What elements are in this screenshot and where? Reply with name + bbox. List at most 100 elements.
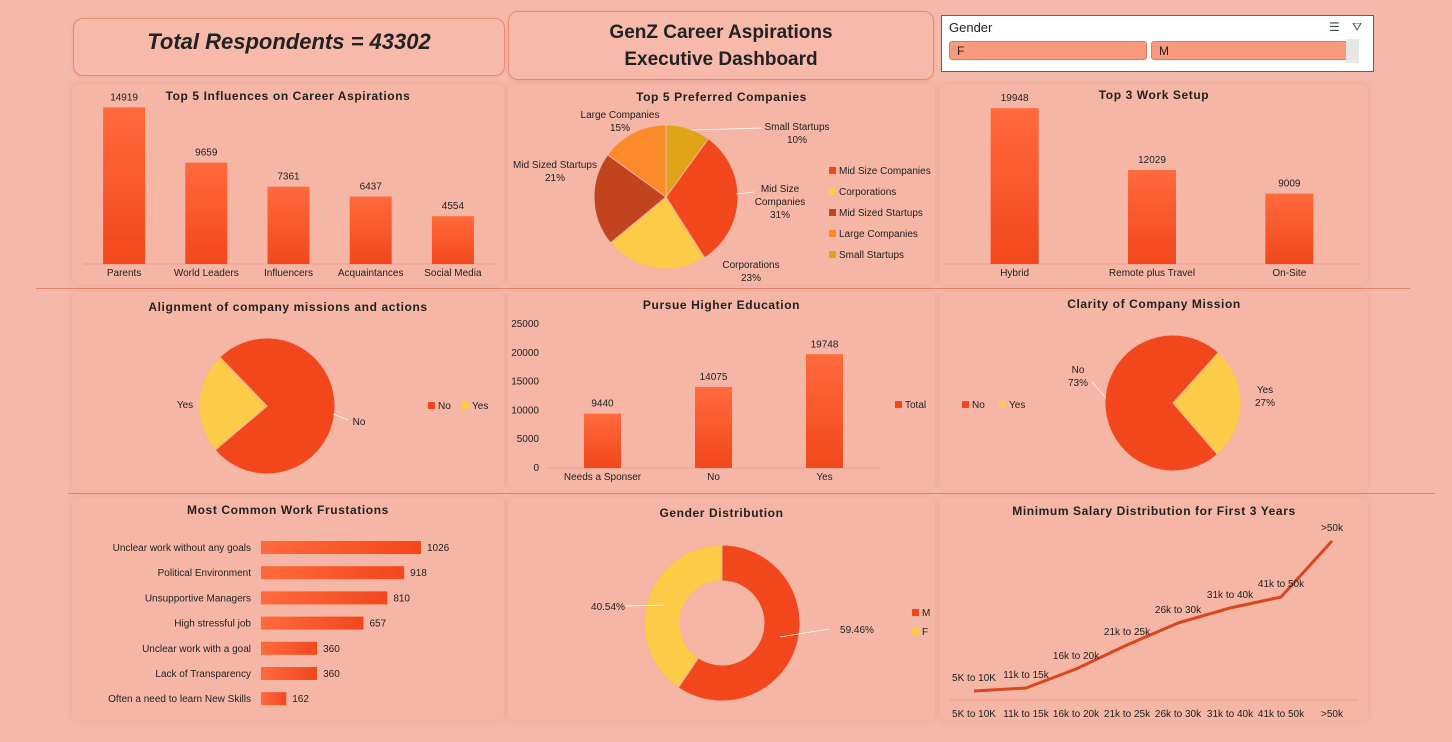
bar-political-environment bbox=[261, 566, 404, 579]
category-label: Yes bbox=[816, 472, 832, 483]
x-tick-label: 5K to 10K bbox=[952, 709, 996, 720]
legend-entry: Yes bbox=[472, 401, 488, 412]
category-label: Unclear work without any goals bbox=[113, 543, 251, 554]
data-label: No bbox=[353, 417, 366, 428]
data-label: >50k bbox=[1321, 523, 1344, 534]
bar-hybrid bbox=[991, 108, 1039, 264]
leader-line bbox=[692, 128, 762, 130]
total-respondents-box: Total Respondents = 43302 bbox=[73, 18, 505, 76]
legend-swatch bbox=[895, 401, 902, 408]
separator-line bbox=[36, 288, 1410, 289]
worksetup-chart: 19948Hybrid12029Remote plus Travel9009On… bbox=[940, 84, 1368, 284]
companies-chart: Mid SizeCompanies31%Corporations23%Mid S… bbox=[508, 84, 935, 284]
bar-on-site bbox=[1265, 194, 1313, 264]
x-tick-label: 31k to 40k bbox=[1207, 709, 1254, 720]
legend-swatch bbox=[829, 188, 836, 195]
slicer-option-m[interactable]: M bbox=[1151, 41, 1349, 60]
legend-entry: Mid Size Companies bbox=[839, 166, 931, 177]
data-label: 15% bbox=[610, 123, 630, 134]
legend-swatch bbox=[428, 402, 435, 409]
bar-yes bbox=[806, 354, 843, 468]
gender-slicer[interactable]: Gender ☰ ⛛ F M bbox=[941, 15, 1374, 72]
salary-panel: Minimum Salary Distribution for First 3 … bbox=[940, 497, 1368, 721]
data-label: 19948 bbox=[1001, 93, 1029, 104]
legend-entry: No bbox=[972, 400, 985, 411]
clear-filter-icon[interactable]: ⛛ bbox=[1352, 20, 1362, 35]
legend-swatch bbox=[462, 402, 469, 409]
data-label: 7361 bbox=[277, 172, 300, 183]
salary-chart: 5K to 10K 5K to 10K 11k to 15k 11k to 15k 16… bbox=[940, 497, 1368, 721]
bar-world-leaders bbox=[185, 163, 227, 264]
bar-high-stressful-job bbox=[261, 617, 363, 630]
data-label: 1026 bbox=[427, 543, 450, 554]
data-label: 9440 bbox=[591, 399, 614, 410]
legend-entry: No bbox=[438, 401, 451, 412]
bar-remote-plus-travel bbox=[1128, 170, 1176, 264]
bar-unclear-work-without-any-goals bbox=[261, 541, 421, 554]
legend-entry: Mid Sized Startups bbox=[839, 208, 923, 219]
category-label: Unsupportive Managers bbox=[145, 593, 251, 604]
legend-swatch bbox=[912, 609, 919, 616]
y-tick-label: 10000 bbox=[511, 405, 539, 416]
data-label: 19748 bbox=[811, 339, 839, 350]
influences-chart: 14919 Parents 9659 World Leaders 7361 Influen… bbox=[72, 84, 504, 284]
x-tick-label: 11k to 15k bbox=[1003, 709, 1049, 720]
category-label: Acquaintances bbox=[338, 268, 404, 279]
bar-unclear-work-with-a-goal bbox=[261, 642, 317, 655]
clarity-chart: No 73% Yes 27% No Yes bbox=[940, 292, 1368, 490]
legend-swatch bbox=[829, 251, 836, 258]
data-label: 21% bbox=[545, 173, 565, 184]
legend-swatch bbox=[962, 401, 969, 408]
data-label: 918 bbox=[410, 568, 427, 579]
leader-line bbox=[736, 192, 754, 194]
salary-line bbox=[974, 541, 1332, 691]
data-label: 59.46% bbox=[840, 625, 874, 636]
y-tick-label: 20000 bbox=[511, 348, 539, 359]
worksetup-panel: Top 3 Work Setup 19948 Hybrid 12029 Remote … bbox=[940, 84, 1368, 284]
category-label: Unclear work with a goal bbox=[142, 644, 251, 655]
leader-line bbox=[1092, 382, 1106, 398]
legend-entry: Large Companies bbox=[839, 229, 918, 240]
legend-swatch bbox=[912, 628, 919, 635]
category-label: On-Site bbox=[1272, 268, 1306, 279]
slicer-scrollbar[interactable] bbox=[1346, 39, 1359, 63]
legend-swatch bbox=[829, 230, 836, 237]
data-label: 31% bbox=[770, 210, 790, 221]
alignment-chart: YesNoNo Yes bbox=[72, 292, 504, 490]
bar-social-media bbox=[432, 216, 474, 264]
gender-chart: 59.46% 40.54% MF bbox=[508, 497, 935, 721]
bar-influencers bbox=[268, 187, 310, 264]
category-label: Parents bbox=[107, 268, 141, 279]
category-label: Social Media bbox=[424, 268, 482, 279]
data-label: 162 bbox=[292, 694, 309, 705]
y-tick-label: 25000 bbox=[511, 319, 539, 330]
x-tick-label: 21k to 25k bbox=[1104, 709, 1151, 720]
slicer-option-f[interactable]: F bbox=[949, 41, 1147, 60]
companies-panel: Top 5 Preferred Companies Mid Size Compan… bbox=[508, 84, 935, 284]
data-label: Large Companies bbox=[581, 110, 660, 121]
data-label: 4554 bbox=[442, 201, 465, 212]
data-label: 26k to 30k bbox=[1155, 605, 1202, 616]
separator-line bbox=[68, 493, 1435, 494]
data-label: 810 bbox=[393, 593, 410, 604]
slicer-title: Gender bbox=[949, 20, 992, 35]
category-label: World Leaders bbox=[174, 268, 239, 279]
gender-panel: Gender Distribution 59.46% 40.54% M F bbox=[508, 497, 935, 721]
bar-parents bbox=[103, 107, 145, 264]
data-label: 11k to 15k bbox=[1003, 670, 1049, 681]
data-label: Small Startups bbox=[764, 122, 829, 133]
frustrations-chart: 1026Unclear work without any goals918Pol… bbox=[72, 497, 504, 721]
data-label: 5K to 10K bbox=[952, 673, 996, 684]
data-label: 9659 bbox=[195, 148, 218, 159]
multi-select-icon[interactable]: ☰ bbox=[1329, 20, 1340, 34]
data-label: 14919 bbox=[110, 92, 138, 103]
bar-needs-a-sponser bbox=[584, 414, 621, 468]
dashboard-title: GenZ Career Aspirations Executive Dashbo… bbox=[509, 12, 933, 73]
data-label: 360 bbox=[323, 644, 340, 655]
data-label: 73% bbox=[1068, 378, 1088, 389]
data-label: 27% bbox=[1255, 398, 1275, 409]
data-label: Mid Sized Startups bbox=[513, 160, 597, 171]
y-tick-label: 0 bbox=[533, 463, 539, 474]
category-label: Hybrid bbox=[1000, 268, 1029, 279]
clarity-panel: Clarity of Company Mission No 73% Yes 27% No… bbox=[940, 292, 1368, 490]
